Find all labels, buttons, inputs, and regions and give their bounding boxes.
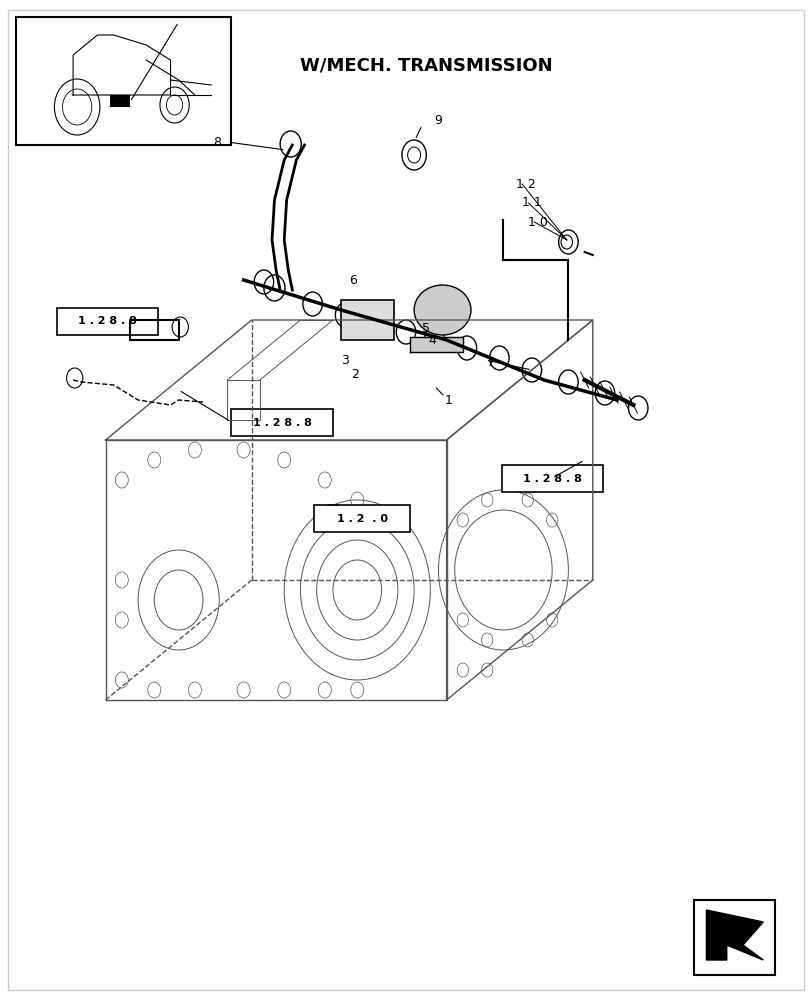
Text: 2: 2 [350, 368, 358, 381]
Bar [501, 465, 603, 492]
Bar [693, 900, 775, 975]
Text: 3: 3 [341, 354, 349, 366]
Text: 6: 6 [349, 273, 357, 286]
Bar [57, 308, 158, 335]
Bar [314, 505, 410, 532]
Polygon shape [410, 337, 462, 352]
Text: 8: 8 [212, 135, 221, 148]
Text: 7: 7 [487, 356, 495, 368]
Text: 1 0: 1 0 [527, 216, 547, 229]
Text: 5: 5 [422, 322, 430, 336]
Text: 1 . 2  . 0: 1 . 2 . 0 [337, 514, 387, 523]
Ellipse shape [414, 285, 470, 335]
Text: W/MECH. TRANSMISSION: W/MECH. TRANSMISSION [300, 56, 552, 74]
Bar [231, 409, 333, 436]
Text: 1 . 2 8 . 8: 1 . 2 8 . 8 [78, 316, 137, 326]
Text: 4: 4 [428, 334, 436, 348]
Text: 1 1: 1 1 [521, 196, 541, 210]
Text: 1 . 2 8 . 8: 1 . 2 8 . 8 [252, 418, 311, 428]
Bar [341, 300, 393, 340]
Bar [109, 95, 130, 107]
Text: 1 . 2 8 . 8: 1 . 2 8 . 8 [522, 474, 581, 484]
Text: 9: 9 [434, 113, 442, 126]
Polygon shape [706, 910, 762, 960]
Bar [16, 17, 231, 145]
Text: 1 2: 1 2 [515, 178, 534, 190]
Text: 1: 1 [444, 393, 453, 406]
